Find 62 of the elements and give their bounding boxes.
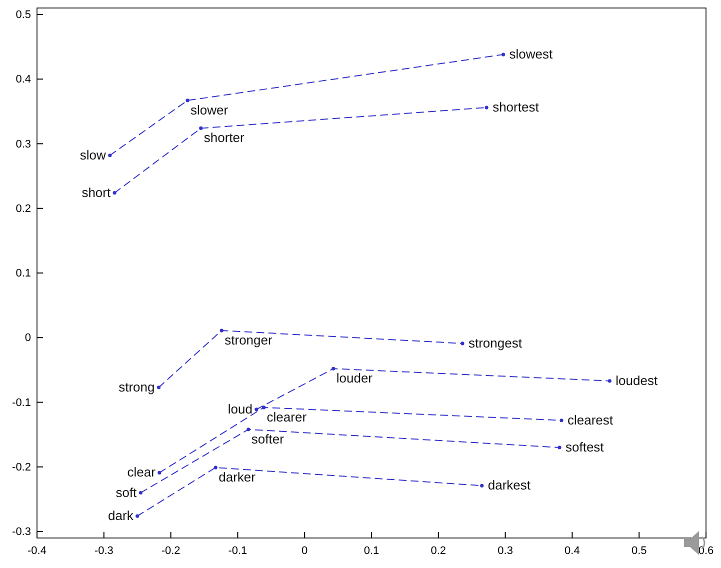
y-tick-label: 0.2: [16, 202, 31, 215]
x-tick-label: -0.3: [94, 544, 114, 557]
point: [246, 428, 250, 432]
data-label: loudest: [616, 372, 658, 388]
point: [199, 126, 203, 130]
y-tick-label: 0.3: [16, 138, 31, 150]
point: [112, 191, 116, 195]
data-label: strong: [118, 379, 155, 394]
point: [560, 418, 564, 422]
data-label: darkest: [488, 478, 531, 493]
point: [608, 379, 612, 383]
y-tick-label: 0.4: [16, 74, 31, 86]
point: [158, 470, 162, 475]
y-tick-label: 0: [24, 332, 31, 344]
point: [501, 52, 506, 56]
point: [332, 366, 336, 370]
point: [186, 98, 190, 102]
x-tick-label: 0.6: [698, 544, 714, 557]
x-tick-label: 0.5: [631, 544, 647, 557]
x-tick-label: 0.2: [430, 544, 446, 557]
point: [136, 514, 140, 518]
y-tick-label: -0.1: [12, 396, 31, 409]
point: [138, 490, 142, 495]
point: [254, 408, 258, 412]
x-tick-label: 0.4: [564, 544, 580, 557]
y-tick-label: 0.5: [16, 8, 31, 21]
point: [262, 406, 266, 410]
x-tick-label: 0.3: [498, 544, 513, 557]
x-tick-label: -0.4: [28, 544, 46, 557]
y-tick-label: 0.1: [16, 268, 31, 280]
point: [156, 386, 161, 390]
data-label: slow: [80, 147, 107, 162]
data-label: darker: [218, 470, 256, 485]
x-tick-label: -0.1: [228, 544, 248, 557]
point: [460, 342, 464, 346]
point: [558, 446, 562, 450]
data-label: louder: [336, 370, 374, 386]
data-label: loud: [228, 401, 252, 416]
y-tick-label: -0.3: [12, 526, 31, 538]
point: [108, 154, 112, 158]
data-label: clear: [127, 464, 156, 480]
data-label: softer: [251, 431, 285, 446]
x-tick-label: 0.1: [364, 544, 380, 557]
data-label: dark: [108, 508, 134, 524]
data-label: shortest: [492, 100, 540, 115]
point: [214, 466, 218, 470]
point: [484, 106, 488, 110]
data-label: strongest: [468, 335, 522, 350]
data-label: short: [82, 184, 111, 200]
data-label: clearest: [567, 412, 614, 428]
x-tick-label: -0.2: [161, 544, 180, 557]
data-label: clearer: [266, 409, 308, 424]
data-label: slower: [190, 102, 229, 118]
data-label: softest: [565, 440, 604, 455]
data-label: stronger: [224, 332, 274, 348]
y-tick-label: -0.2: [12, 461, 31, 474]
x-tick-label: 0: [302, 544, 308, 557]
point: [220, 328, 224, 332]
data-label: shorter: [204, 130, 246, 146]
data-label: slowest: [509, 46, 554, 62]
point: [480, 484, 484, 488]
data-label: soft: [116, 484, 138, 500]
